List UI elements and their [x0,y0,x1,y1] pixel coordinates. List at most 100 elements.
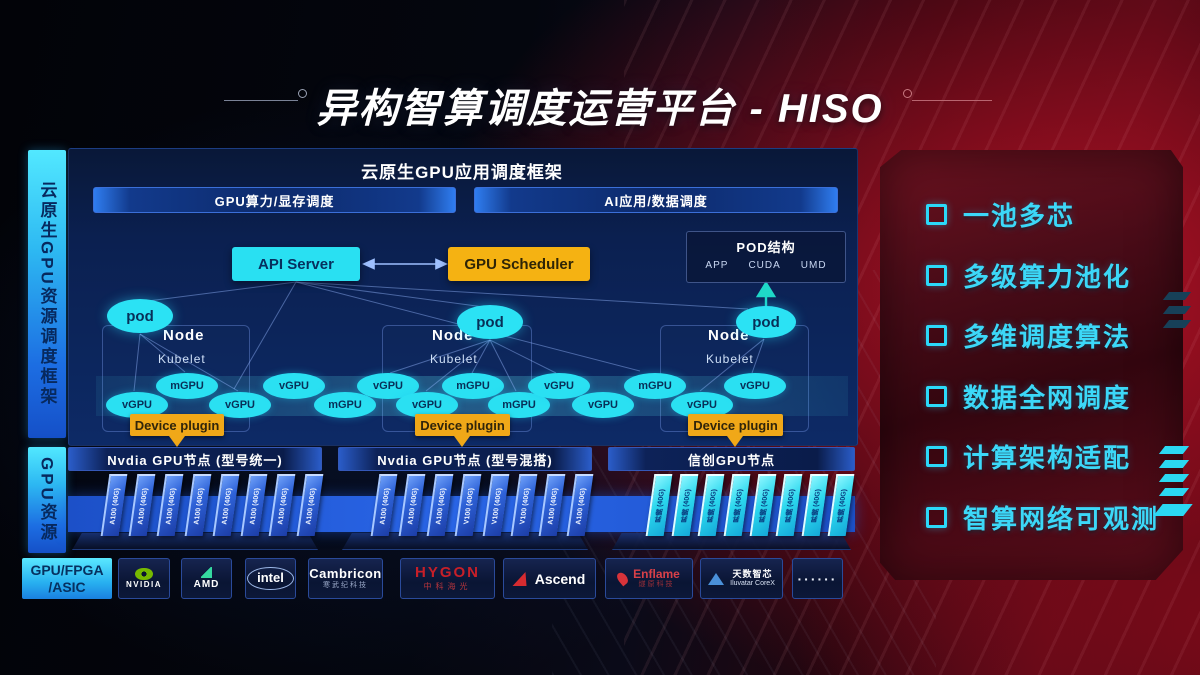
rail-cloud-native-framework: 云原生GPU资源调度框架 [28,150,66,438]
mgpu-ellipse: mGPU [442,373,504,399]
gpu-card-label: A100 (40G) [276,487,289,525]
gpu-card-label: A100 (40G) [378,487,391,525]
pill-gpu-compute-scheduling: GPU算力/显存调度 [93,187,456,213]
gpu-card-label: 昇腾 (40G) [731,489,744,523]
title-right-deco-dot [903,89,912,98]
vendor-tile-intel: intel [245,558,296,599]
node-label-3: Node [708,327,750,344]
enflame-name: Enflame [633,567,680,582]
checkbox-icon [926,506,947,528]
amd-logo-icon [201,567,212,578]
vgpu-ellipse: vGPU [106,392,168,418]
feature-item: 数据全网调度 [926,378,1183,415]
gpu-card-label: A100 (40G) [220,487,233,525]
iluvatar-logo-icon [708,572,725,585]
amd-name: AMD [193,579,220,590]
vendor-tile-more: ······ [792,558,843,599]
vendor-tile-cambricon: Cambricon 寒武纪科技 [308,558,383,599]
deco-slash-cyan-1 [1158,446,1190,454]
vendor-tile-enflame: Enflame 燧原科技 [605,558,693,599]
hygon-name: HYGON [414,564,480,582]
iluvatar-name: 天数智芯 [732,568,773,579]
title-right-deco-line [912,100,992,101]
gpu-card-label: A100 (40G) [406,487,419,525]
mgpu-ellipse: mGPU [624,373,686,399]
pod-ellipse-1: pod [107,299,173,333]
device-plugin-arrow-1 [169,436,185,447]
title-left-deco-line [224,100,298,101]
mgpu-ellipse: mGPU [156,373,218,399]
gpu-card-label: A100 (40G) [574,487,587,525]
deco-slash-cyan-2 [1158,460,1190,468]
feature-label: 计算架构适配 [963,443,1132,474]
vgpu-ellipse: vGPU [671,392,733,418]
page-title: 异构智算调度运营平台 - HISO [316,87,884,131]
gpu-card-label: 昇腾 (40G) [705,489,718,523]
device-plugin-2: Device plugin [415,414,510,436]
checkbox-icon [926,385,947,407]
gpu-card-label: A100 (40G) [434,487,447,525]
api-server-box: API Server [232,247,360,281]
gpu-platform-3 [612,533,851,550]
gpu-card-label: 昇腾 (40G) [783,489,796,523]
feature-label: 多维调度算法 [963,322,1132,353]
pod-structure-title: POD结构 [736,240,796,255]
ascend-name: Ascend [534,570,586,587]
feature-list: 一池多芯 多级算力池化 多维调度算法 数据全网调度 计算架构适配 智算网络可观测 [880,150,1183,580]
title-left-deco-dot [298,89,307,98]
vendor-tile-iluvatar: 天数智芯 Iluvatar CoreX [700,558,783,599]
pod-structure-item-app: APP [705,260,729,271]
gpu-card-label: 昇腾 (40G) [757,489,770,523]
more-vendors-dots: ······ [797,570,838,587]
gpu-card-label: A100 (40G) [192,487,205,525]
cambricon-sub: 寒武纪科技 [323,582,368,590]
checkbox-icon [926,325,947,347]
cambricon-name: Cambricon [309,566,382,581]
device-plugin-arrow-2 [454,436,470,447]
enflame-logo-icon [615,570,631,587]
vendor-category-line2: /ASIC [48,578,86,595]
gpu-group-header-3: 信创GPU节点 [608,447,855,471]
vendor-tile-amd: AMD [181,558,232,599]
deco-slash-dim-1 [1162,292,1192,300]
device-plugin-arrow-3 [727,436,743,447]
deco-slash-dim-3 [1162,320,1192,328]
pod-ellipse-2: pod [457,305,523,339]
scheduler-panel-title: 云原生GPU应用调度框架 [361,163,563,182]
gpu-card-label: 昇腾 (40G) [809,489,822,523]
vgpu-ellipse: vGPU [528,373,590,399]
checkbox-icon [926,446,947,468]
feature-label: 多级算力池化 [963,261,1132,292]
vgpu-ellipse: vGPU [572,392,634,418]
vendor-category-label: GPU/FPGA /ASIC [22,558,112,599]
pod-structure-item-cuda: CUDA [748,260,781,271]
hygon-sub: 中科海光 [423,581,472,591]
rail-framework-label: 云原生GPU资源调度框架 [37,181,57,407]
gpu-card-label: A100 (40G) [108,487,121,525]
device-plugin-1: Device plugin [130,414,224,436]
feature-panel: 一池多芯 多级算力池化 多维调度算法 数据全网调度 计算架构适配 智算网络可观测 [880,150,1183,580]
kubelet-label-3: Kubelet [706,352,754,366]
gpu-platform-1 [72,533,318,550]
pill-ai-data-scheduling: AI应用/数据调度 [474,187,838,213]
vgpu-ellipse: vGPU [396,392,458,418]
gpu-card-label: A100 (40G) [164,487,177,525]
pod-structure-item-umd: UMD [800,260,827,271]
vendor-tile-nvidia: NVIDIA [118,558,170,599]
vgpu-ellipse: vGPU [209,392,271,418]
deco-slash-cyan-3 [1158,474,1190,482]
deco-slash-dim-2 [1162,306,1192,314]
vgpu-ellipse: vGPU [263,373,325,399]
gpu-card-label: V100 (40G) [462,487,475,525]
rail-gpu-resources: GPU资源 [28,447,66,553]
gpu-card-label: A100 (40G) [304,487,317,525]
checkbox-icon [926,204,947,225]
gpu-card-label: V100 (40G) [518,487,531,525]
intel-logo-icon: intel [247,567,294,590]
feature-label: 智算网络可观测 [963,503,1160,534]
enflame-sub: 燧原科技 [638,581,675,589]
device-plugin-3: Device plugin [688,414,783,436]
vendor-tile-hygon: HYGON 中科海光 [400,558,495,599]
gpu-card-label: V100 (40G) [490,487,503,525]
